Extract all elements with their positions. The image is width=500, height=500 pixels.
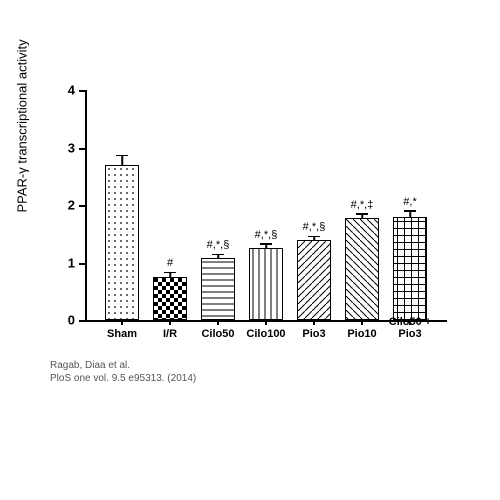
- error-cap: [260, 243, 272, 245]
- y-tick: [79, 320, 85, 322]
- y-tick: [79, 90, 85, 92]
- error-bar: [313, 237, 315, 239]
- x-tick: [169, 320, 171, 325]
- bar-annotation: #,*,§: [255, 229, 278, 241]
- y-tick-label: 2: [68, 198, 75, 213]
- bar: [201, 258, 235, 320]
- error-bar: [361, 215, 363, 218]
- error-cap: [212, 254, 224, 256]
- x-tick: [361, 320, 363, 325]
- bar-annotation: #: [167, 257, 173, 269]
- y-tick: [79, 205, 85, 207]
- plot-area: 01234ShamI/R#Cilo50#,*,§Cilo100#,*,§Pio3…: [85, 90, 447, 322]
- y-tick: [79, 263, 85, 265]
- error-cap: [164, 272, 176, 274]
- bar: [297, 240, 331, 321]
- bar: [249, 248, 283, 320]
- error-bar: [409, 212, 411, 217]
- bar: [345, 218, 379, 320]
- x-category-label: Pio3: [287, 328, 341, 340]
- error-cap: [308, 236, 320, 238]
- x-category-label: I/R: [143, 328, 197, 340]
- x-category-label: Cilo100: [239, 328, 293, 340]
- bar-annotation: #,*,‡: [351, 199, 374, 211]
- y-tick-label: 0: [68, 313, 75, 328]
- y-tick-label: 1: [68, 255, 75, 270]
- error-bar: [265, 245, 267, 248]
- y-tick: [79, 148, 85, 150]
- x-category-label: Sham: [95, 328, 149, 340]
- citation-line-1: Ragab, Diaa et al.: [50, 360, 130, 371]
- chart-container: PPAR-γ transcriptional activity 01234Sha…: [0, 0, 500, 500]
- x-category-label: Cilo50 + Pio3: [383, 316, 437, 340]
- x-category-label: Cilo50: [191, 328, 245, 340]
- error-bar: [169, 273, 171, 276]
- error-bar: [217, 255, 219, 258]
- y-tick-label: 3: [68, 140, 75, 155]
- x-category-label: Pio10: [335, 328, 389, 340]
- bar-annotation: #,*: [403, 196, 416, 208]
- bar: [393, 217, 427, 321]
- bar-annotation: #,*,§: [303, 221, 326, 233]
- x-tick: [121, 320, 123, 325]
- error-cap: [356, 213, 368, 215]
- x-tick: [217, 320, 219, 325]
- x-tick: [313, 320, 315, 325]
- x-tick: [265, 320, 267, 325]
- error-bar: [121, 156, 123, 165]
- y-tick-label: 4: [68, 83, 75, 98]
- error-cap: [404, 210, 416, 212]
- citation-line-2: PloS one vol. 9.5 e95313. (2014): [50, 373, 196, 384]
- bar: [153, 277, 187, 320]
- error-cap: [116, 155, 128, 157]
- bar: [105, 165, 139, 320]
- bar-annotation: #,*,§: [207, 239, 230, 251]
- y-axis-label: PPAR-γ transcriptional activity: [15, 39, 30, 212]
